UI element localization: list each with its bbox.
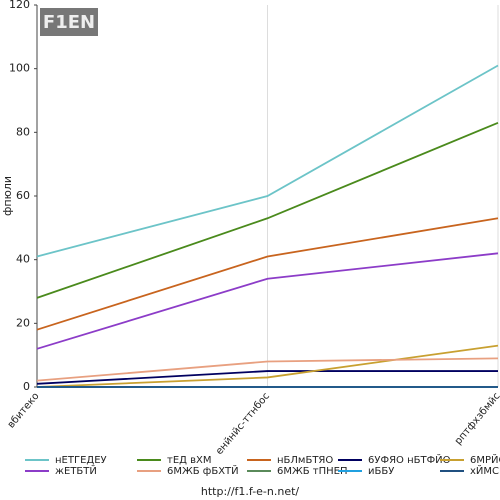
line [36, 252, 499, 350]
logo-box [40, 8, 98, 36]
legend-label: жЕТБТЙ [55, 464, 97, 477]
line [36, 370, 498, 385]
legend-label: нБЛмБТЯО [277, 455, 333, 466]
legend-label: хЙМСНУ [470, 464, 500, 477]
line [36, 344, 499, 388]
x-tick-label: вбитеко [6, 391, 42, 431]
legend-label: нЕТГЕДЕУ [55, 455, 107, 466]
y-tick-label: 40 [16, 253, 30, 266]
legend-label: тЕД вХМ [167, 455, 212, 466]
x-tick-label: рптфхзбмйс [453, 391, 500, 447]
legend-label: 6МЖБ тПНЕП [277, 466, 348, 477]
y-axis-label: фпюли [1, 176, 14, 216]
y-tick-label: 100 [9, 62, 30, 75]
legend-label: иББУ [368, 466, 394, 477]
logo: F1EN [43, 12, 95, 33]
line [36, 121, 499, 299]
y-tick-label: 0 [23, 380, 30, 393]
y-tick-label: 60 [16, 189, 30, 202]
y-tick-label: 80 [16, 125, 30, 138]
line [36, 217, 499, 331]
y-tick-label: 20 [16, 316, 30, 329]
footer: http://f1.f-e-n.net/ [201, 485, 300, 498]
line [36, 357, 499, 382]
legend-label: 6МЖБ фБХТЙ [167, 464, 239, 477]
y-tick-label: 120 [9, 0, 30, 11]
x-tick-label: енйнйс-ттнбос [214, 391, 272, 457]
legend-label: 6МРЙО [470, 453, 500, 466]
line [36, 64, 499, 258]
legend-label: 6УФЯО нБТФЙО [368, 453, 451, 466]
